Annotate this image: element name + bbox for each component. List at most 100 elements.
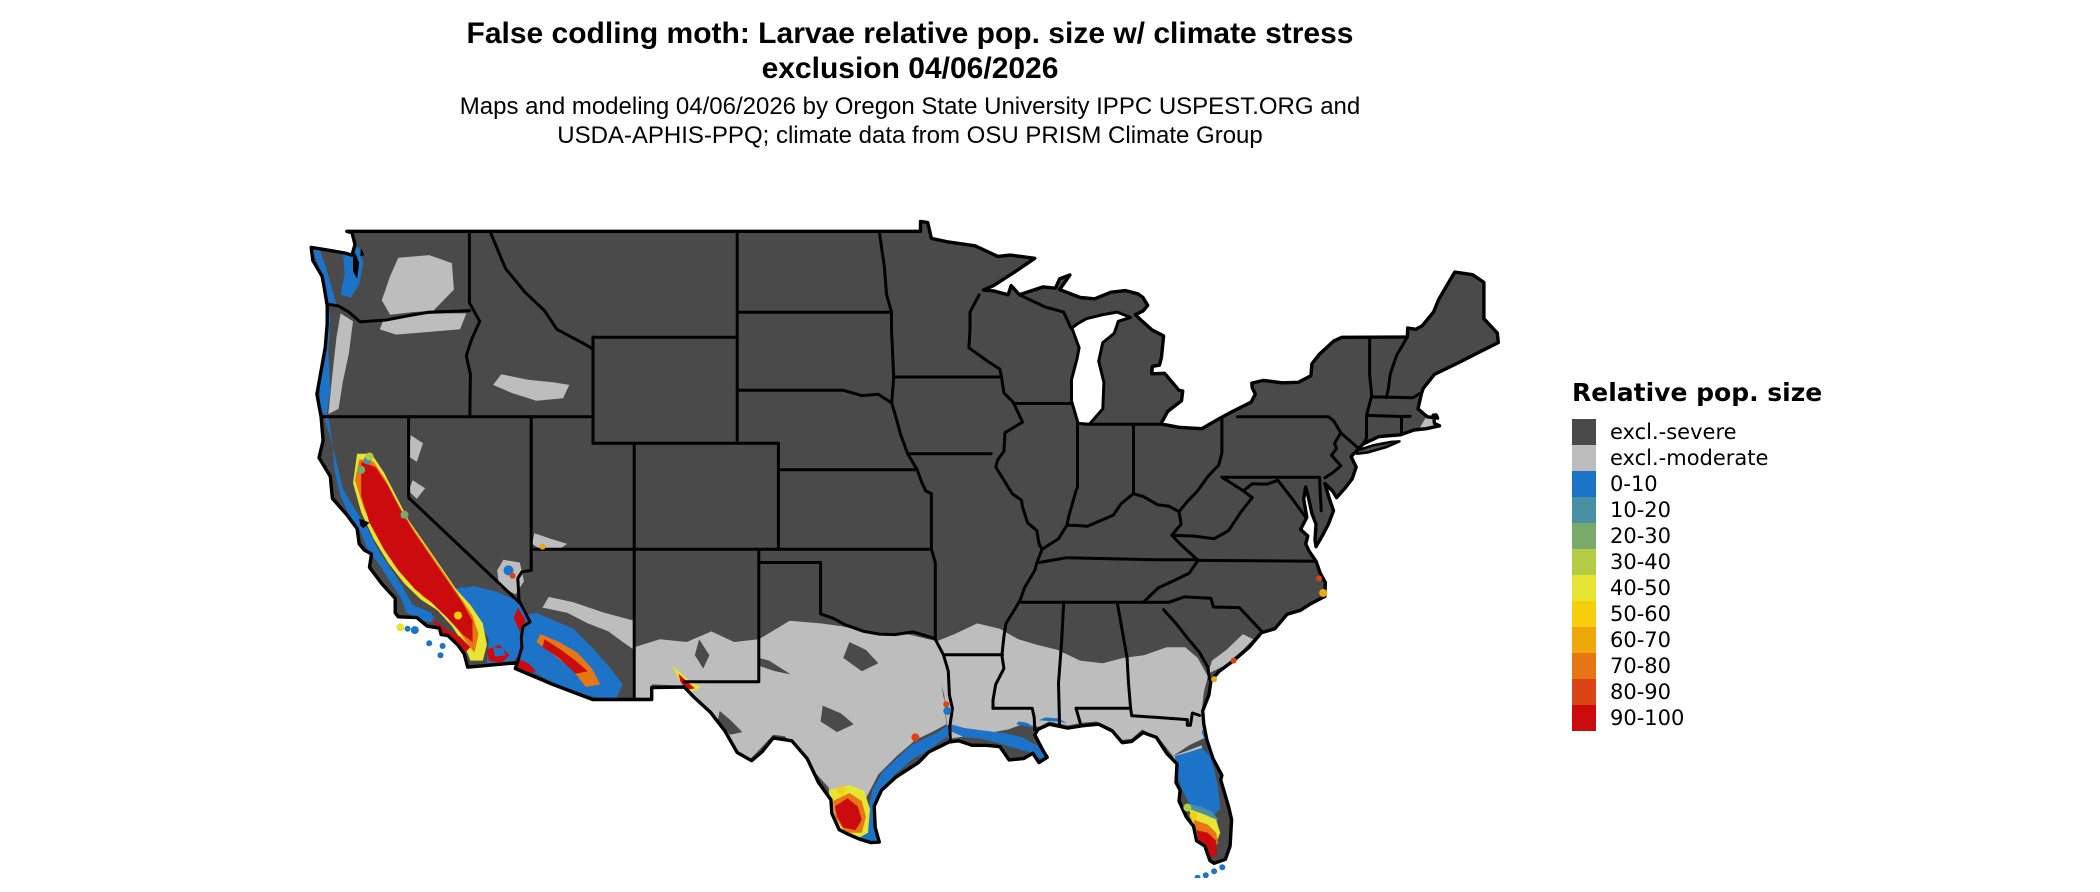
legend-item-excl.-severe: excl.-severe bbox=[1572, 419, 1872, 445]
state-border-18 bbox=[757, 561, 937, 641]
legend-swatch-b40 bbox=[1572, 575, 1596, 601]
risk-blob-mod-4 bbox=[408, 435, 423, 462]
risk-blob-b0-38 bbox=[949, 724, 1047, 759]
state-border-42 bbox=[991, 706, 1037, 731]
state-border-35 bbox=[1370, 391, 1422, 400]
legend-swatch-b0 bbox=[1572, 471, 1596, 497]
state-border-23 bbox=[890, 375, 910, 456]
speck-b0-9 bbox=[1194, 874, 1201, 881]
speck-b60-16 bbox=[539, 543, 546, 550]
legend-swatch-b20 bbox=[1572, 523, 1596, 549]
speck-b0-4 bbox=[437, 652, 444, 659]
legend-swatch-b80 bbox=[1572, 679, 1596, 705]
legend-item-excl.-moderate: excl.-moderate bbox=[1572, 445, 1872, 471]
legend-swatch-b30 bbox=[1572, 549, 1596, 575]
legend-label: 0-10 bbox=[1610, 472, 1658, 496]
state-border-17 bbox=[682, 547, 761, 684]
risk-blob-mod-13 bbox=[1207, 634, 1254, 674]
risk-blob-b90-33 bbox=[542, 639, 588, 674]
speck-b80-11 bbox=[1316, 575, 1323, 582]
legend-label: 50-60 bbox=[1610, 602, 1672, 626]
legend-swatch-b50 bbox=[1572, 601, 1596, 627]
speck-b0-6 bbox=[1219, 864, 1226, 871]
risk-blob-b90-51 bbox=[1196, 830, 1218, 860]
lake-michigan bbox=[1070, 310, 1133, 426]
speck-b80-12 bbox=[1230, 657, 1237, 664]
legend-item-30-40: 30-40 bbox=[1572, 549, 1872, 575]
state-border-44 bbox=[933, 637, 954, 743]
legend-item-50-60: 50-60 bbox=[1572, 601, 1872, 627]
speck-b0-14 bbox=[503, 565, 514, 576]
legend-swatch-b60 bbox=[1572, 627, 1596, 653]
legend-item-0-10: 0-10 bbox=[1572, 471, 1872, 497]
legend-label: 20-30 bbox=[1610, 524, 1672, 548]
legend-label: 80-90 bbox=[1610, 680, 1672, 704]
san-francisco-bay bbox=[359, 518, 370, 529]
legend-item-40-50: 40-50 bbox=[1572, 575, 1872, 601]
legend-swatch-b70 bbox=[1572, 653, 1596, 679]
legend-label: 10-20 bbox=[1610, 498, 1672, 522]
legend-swatch-sev bbox=[1572, 419, 1596, 445]
speck-b50-25 bbox=[1189, 811, 1198, 820]
risk-blob-mod-5 bbox=[408, 480, 426, 499]
speck-b0-0 bbox=[410, 626, 419, 635]
legend-label: excl.-severe bbox=[1610, 420, 1737, 444]
speck-b80-19 bbox=[943, 701, 950, 708]
state-border-30 bbox=[1132, 406, 1224, 514]
title-line-1: False codling moth: Larvae relative pop.… bbox=[466, 17, 1354, 50]
speck-b0-2 bbox=[426, 640, 433, 647]
speck-b0-7 bbox=[1211, 868, 1218, 875]
risk-blob-mod-8 bbox=[542, 596, 635, 650]
risk-blob-sev-19 bbox=[694, 639, 710, 669]
risk-blob-b90-28 bbox=[361, 461, 473, 642]
legend-label: 30-40 bbox=[1610, 550, 1672, 574]
speck-b50-23 bbox=[454, 611, 462, 620]
legend-label: 70-80 bbox=[1610, 654, 1672, 678]
speck-b20-22 bbox=[400, 510, 409, 519]
speck-b0-8 bbox=[1202, 872, 1209, 879]
state-border-3 bbox=[407, 415, 521, 604]
page-subtitle: Maps and modeling 04/06/2026 by Oregon S… bbox=[285, 92, 1535, 150]
state-border-50 bbox=[1074, 706, 1082, 725]
subtitle-line-1: Maps and modeling 04/06/2026 by Oregon S… bbox=[459, 93, 1361, 120]
legend-item-60-70: 60-70 bbox=[1572, 627, 1872, 653]
risk-blob-mod-2 bbox=[379, 313, 467, 335]
risk-blob-mod-1 bbox=[328, 313, 353, 415]
state-border-49 bbox=[1074, 706, 1202, 727]
risk-blob-b0-31 bbox=[493, 647, 506, 657]
risk-blob-b40-36 bbox=[672, 665, 702, 693]
state-border-36 bbox=[1365, 413, 1412, 418]
legend-item-20-30: 20-30 bbox=[1572, 523, 1872, 549]
us-risk-map bbox=[285, 218, 1535, 881]
state-border-47 bbox=[1142, 558, 1200, 604]
state-border-32 bbox=[1220, 475, 1323, 513]
subtitle-line-2: USDA-APHIS-PPQ; climate data from OSU PR… bbox=[557, 122, 1263, 149]
state-border-38 bbox=[1339, 431, 1359, 449]
title-line-2: exclusion 04/06/2026 bbox=[761, 52, 1059, 85]
speck-b0-18 bbox=[943, 706, 952, 715]
us-map-svg bbox=[309, 219, 1500, 881]
state-border-39 bbox=[1196, 558, 1319, 563]
state-border-41 bbox=[991, 547, 1044, 710]
state-border-0 bbox=[325, 302, 471, 324]
risk-blob-mod-3 bbox=[493, 374, 570, 401]
risk-blob-b0-40 bbox=[1016, 721, 1037, 729]
state-border-40 bbox=[1037, 556, 1200, 564]
state-border-19 bbox=[915, 468, 937, 641]
speck-b80-17 bbox=[911, 733, 920, 742]
state-border-52 bbox=[1167, 595, 1264, 634]
state-border-5 bbox=[516, 415, 533, 604]
state-border-20 bbox=[877, 229, 896, 379]
legend-label: 40-50 bbox=[1610, 576, 1672, 600]
puget-sound-water-1 bbox=[360, 248, 365, 257]
legend-item-10-20: 10-20 bbox=[1572, 497, 1872, 523]
legend-item-80-90: 80-90 bbox=[1572, 679, 1872, 705]
legend-item-70-80: 70-80 bbox=[1572, 653, 1872, 679]
us-coastline bbox=[309, 219, 1500, 865]
risk-blob-b0-20 bbox=[311, 247, 337, 306]
state-border-24 bbox=[967, 293, 1044, 551]
risk-blob-mod-10 bbox=[758, 620, 947, 820]
state-border-4 bbox=[515, 599, 532, 665]
legend-label: excl.-moderate bbox=[1610, 446, 1769, 470]
island-specks bbox=[357, 452, 1328, 881]
